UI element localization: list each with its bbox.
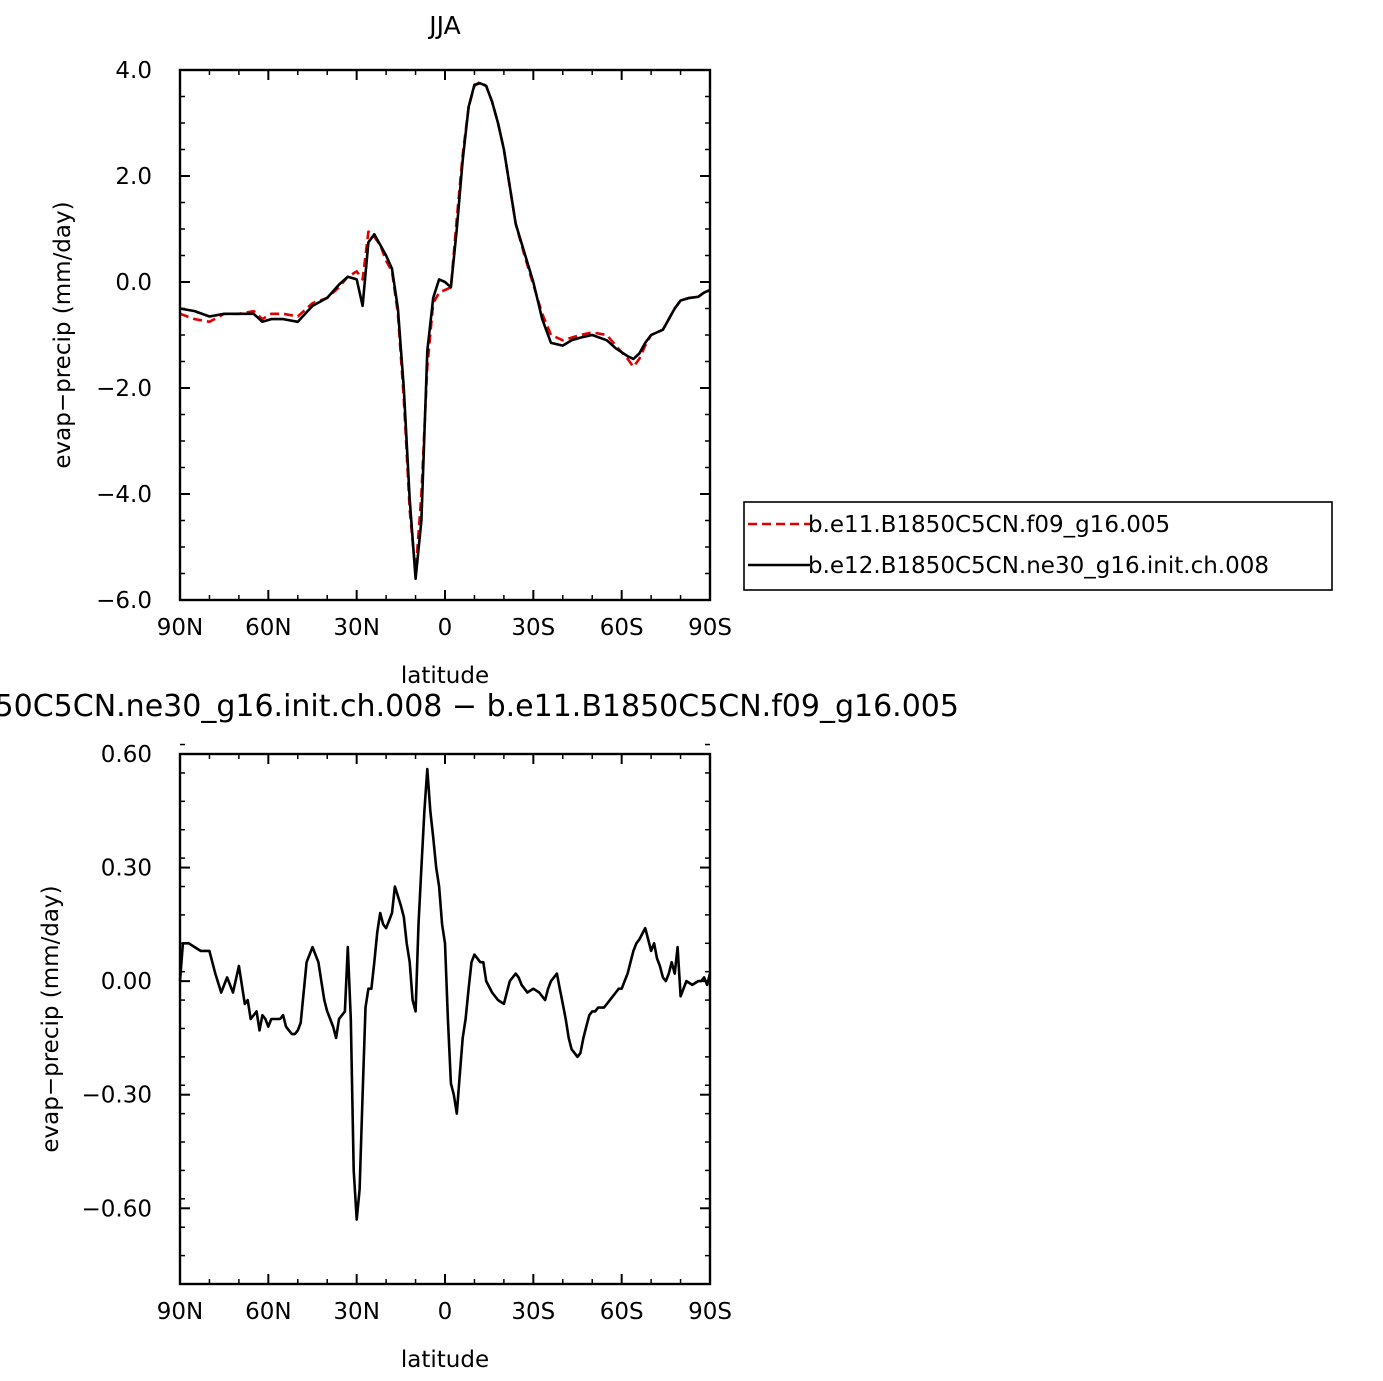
top-y-axis-label: evap−precip (mm/day) [50, 201, 76, 468]
bottom-chart-title: b.e12.B1850C5CN.ne30_g16.init.ch.008 − b… [0, 689, 959, 724]
x-tick-label: 60N [245, 615, 291, 641]
y-tick-label: −4.0 [96, 482, 152, 508]
series-line-1 [178, 767, 712, 1221]
legend-box [743, 501, 1333, 591]
x-tick-label: 90S [688, 1299, 732, 1325]
y-tick-label: 0.60 [101, 742, 152, 768]
bottom-series-group [178, 767, 712, 1221]
y-tick-label: 0.0 [115, 270, 152, 296]
series-line-2 [179, 82, 711, 581]
y-tick-label: −6.0 [96, 588, 152, 614]
x-tick-label: 30S [511, 615, 555, 641]
bottom-axes: 90N 60N 30N 0 30S 60S 90S −0.60 −0.30 0.00 0.30 0.6… [82, 742, 732, 1325]
x-tick-label: 0 [438, 1299, 453, 1325]
y-tick-label: −0.30 [82, 1083, 152, 1109]
x-tick-label: 60S [600, 1299, 644, 1325]
top-chart-title: JJA [427, 11, 460, 40]
legend: b.e11.B1850C5CN.f09_g16.005 b.e12.B1850C… [743, 501, 1333, 591]
x-tick-label: 0 [438, 615, 453, 641]
top-plot-frame [178, 68, 712, 602]
top-series-group [179, 80, 711, 581]
y-tick-label: −0.60 [82, 1196, 152, 1222]
series-line-1 [179, 80, 711, 575]
bottom-y-axis-label: evap−precip (mm/day) [38, 885, 64, 1152]
x-tick-label: 90N [157, 1299, 203, 1325]
x-tick-label: 30S [511, 1299, 555, 1325]
y-tick-label: 0.00 [101, 969, 152, 995]
x-tick-label: 30N [333, 1299, 379, 1325]
bottom-x-axis-label: latitude [401, 1347, 489, 1373]
x-tick-label: 60N [245, 1299, 291, 1325]
x-tick-label: 90N [157, 615, 203, 641]
top-panel: JJA 90N 60N 30N 0 30S 60S 90S −6.0 −4.0 −2.0 0.0 2.… [50, 11, 732, 689]
x-tick-label: 90S [688, 615, 732, 641]
top-axes: 90N 60N 30N 0 30S 60S 90S −6.0 −4.0 −2.0 0.0 2.0 4.0 [96, 58, 732, 641]
x-tick-label: 30N [333, 615, 379, 641]
top-x-axis-label: latitude [401, 663, 489, 689]
y-tick-label: 2.0 [115, 164, 152, 190]
bottom-panel: b.e12.B1850C5CN.ne30_g16.init.ch.008 − b… [0, 689, 959, 1373]
bottom-plot-frame [178, 752, 712, 1286]
y-tick-label: 0.30 [101, 856, 152, 882]
x-tick-label: 60S [600, 615, 644, 641]
legend-label-series-2: b.e12.B1850C5CN.ne30_g16.init.ch.008 [808, 553, 1269, 579]
legend-label-series-1: b.e11.B1850C5CN.f09_g16.005 [808, 512, 1170, 538]
y-tick-label: 4.0 [115, 58, 152, 84]
y-tick-label: −2.0 [96, 376, 152, 402]
